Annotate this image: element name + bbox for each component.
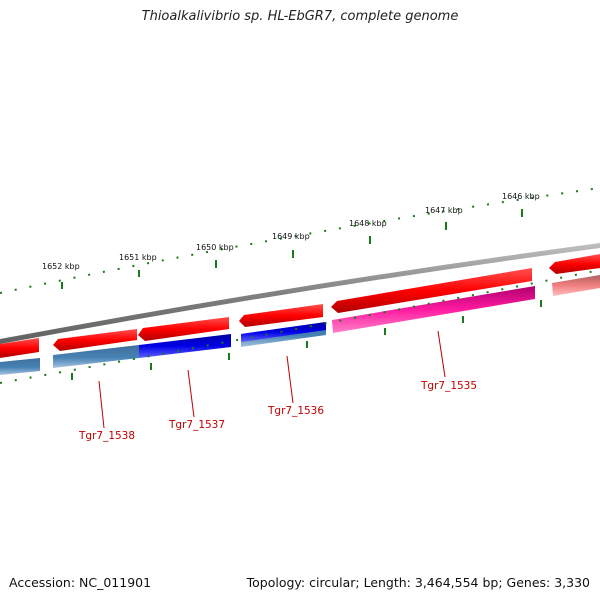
forward-cds[interactable] — [0, 338, 39, 358]
reverse-cds[interactable] — [552, 275, 600, 296]
gene-label[interactable]: Tgr7_1537 — [168, 419, 225, 431]
reverse-cds-overlay — [241, 322, 326, 342]
reverse-cds[interactable] — [332, 286, 535, 333]
scale-labels: 1652 kbp 1651 kbp 1650 kbp 1649 kbp 1648… — [42, 192, 540, 271]
gene-label-leaders — [98, 330, 446, 429]
genome-backbone — [0, 243, 600, 344]
gene-labels: Tgr7_1538 Tgr7_1537 Tgr7_1536 Tgr7_1535 — [78, 380, 477, 442]
outer-major-ticks — [61, 209, 523, 289]
gene-label[interactable]: Tgr7_1536 — [267, 405, 324, 417]
inner-scale-track — [0, 269, 600, 384]
scale-label: 1651 kbp — [119, 253, 157, 262]
scale-label: 1650 kbp — [196, 243, 234, 252]
topology-label: Topology: circular; Length: 3,464,554 bp… — [246, 575, 590, 590]
scale-label: 1649 kbp — [272, 232, 310, 241]
forward-cds[interactable] — [138, 317, 229, 341]
scale-label: 1647 kbp — [425, 206, 463, 215]
reverse-cds[interactable] — [139, 334, 231, 358]
map-title: Thioalkalivibrio sp. HL-EbGR7, complete … — [141, 9, 459, 24]
scale-label: 1648 kbp — [349, 219, 387, 228]
reverse-strand-track — [0, 275, 600, 375]
forward-cds[interactable] — [239, 304, 323, 327]
reverse-cds[interactable] — [0, 358, 40, 375]
gene-label[interactable]: Tgr7_1535 — [420, 380, 477, 392]
scale-label: 1652 kbp — [42, 262, 80, 271]
forward-cds[interactable] — [53, 329, 137, 351]
forward-strand-track — [0, 254, 600, 358]
outer-scale-track — [0, 187, 600, 294]
accession-label: Accession: NC_011901 — [9, 575, 152, 590]
forward-cds[interactable] — [331, 268, 532, 313]
forward-cds[interactable] — [549, 254, 600, 274]
reverse-cds[interactable] — [53, 345, 139, 368]
scale-label: 1646 kbp — [502, 192, 540, 201]
gene-label[interactable]: Tgr7_1538 — [78, 430, 135, 442]
